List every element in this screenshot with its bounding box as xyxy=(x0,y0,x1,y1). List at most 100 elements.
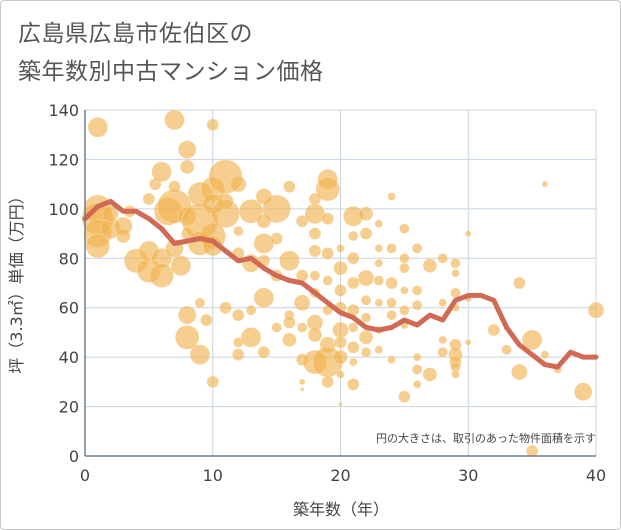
x-tick-label: 0 xyxy=(80,466,90,485)
x-tick-label: 10 xyxy=(203,466,223,485)
x-tick-label: 20 xyxy=(330,466,350,485)
bubble-point xyxy=(308,244,322,258)
bubble-point xyxy=(102,205,119,223)
bubble-point xyxy=(322,275,333,286)
bubble-point xyxy=(373,275,385,286)
bubble-point xyxy=(411,299,423,311)
bubble-point xyxy=(360,346,372,358)
bubble-point xyxy=(411,285,423,296)
bubble-point xyxy=(511,363,528,381)
bubble-point xyxy=(206,118,219,132)
bubble-point xyxy=(359,227,373,240)
bubble-point xyxy=(232,348,245,361)
bubble-point xyxy=(338,401,343,407)
bubble-point xyxy=(333,349,348,365)
bubble-point xyxy=(283,180,296,193)
bubble-point xyxy=(177,140,197,159)
bubble-size-note: 円の大きさは、取引のあった物件面積を示す xyxy=(376,431,596,445)
bubble-point xyxy=(465,339,472,346)
bubble-point xyxy=(194,297,206,309)
bubble-point xyxy=(501,344,512,355)
x-tick-label: 30 xyxy=(458,466,478,485)
bubble-point xyxy=(437,253,448,264)
bubble-point xyxy=(374,258,384,268)
bubble-point xyxy=(282,332,297,348)
bubble-point xyxy=(245,304,257,316)
bubble-point xyxy=(233,225,244,237)
bubble-point xyxy=(116,228,131,244)
x-tick-label: 40 xyxy=(586,466,606,485)
bubble-point xyxy=(399,304,410,316)
bubble-point xyxy=(438,298,447,308)
bubble-point xyxy=(347,341,360,354)
y-axis-title: 坪（3.3㎡）単価（万円） xyxy=(7,188,26,373)
bubble-point xyxy=(170,255,192,276)
bubble-point xyxy=(262,194,291,224)
bubble-point xyxy=(451,370,460,379)
bubble-point xyxy=(347,276,360,290)
bubble-point xyxy=(411,364,423,375)
bubble-point xyxy=(541,180,549,188)
bubble-point xyxy=(307,327,323,343)
bubble-point xyxy=(200,313,213,327)
bubble-point xyxy=(399,262,410,274)
bubble-point xyxy=(270,232,283,245)
bubble-point xyxy=(230,175,247,193)
bubble-point xyxy=(349,357,358,367)
bubble-point xyxy=(358,330,374,345)
bubble-point xyxy=(374,345,384,354)
bubble-point xyxy=(438,335,447,345)
bubble-point xyxy=(422,258,438,273)
bubble-point xyxy=(398,390,411,403)
trend-line-layer xyxy=(82,198,599,370)
bubble-point xyxy=(232,308,245,322)
bubble-point xyxy=(399,223,410,234)
y-tick-label: 60 xyxy=(59,299,79,318)
bubble-point xyxy=(85,233,111,259)
bubble-point xyxy=(298,378,306,386)
bubble-point xyxy=(309,270,321,281)
bubble-point xyxy=(487,323,501,337)
bubble-point xyxy=(179,159,195,175)
y-tick-label: 120 xyxy=(48,150,79,169)
bubble-point xyxy=(87,117,109,138)
bubble-point xyxy=(374,219,384,228)
bubble-point xyxy=(357,269,375,287)
bubble-point xyxy=(296,322,308,333)
y-tick-label: 0 xyxy=(69,447,79,466)
bubble-point xyxy=(336,370,345,379)
bubble-point xyxy=(240,327,262,348)
bubble-point xyxy=(293,294,311,312)
y-tick-labels: 0 20 40 60 80 100 120 140 xyxy=(48,101,79,466)
bubble-point xyxy=(386,297,397,309)
bubble-point xyxy=(513,276,526,290)
x-tick-labels: 0 10 20 30 40 xyxy=(80,466,606,485)
bubble-point xyxy=(321,212,334,225)
bubble-point xyxy=(400,286,409,295)
bubble-point xyxy=(257,345,271,359)
bubble-point xyxy=(374,244,384,253)
y-tick-label: 40 xyxy=(59,348,79,367)
bubble-point xyxy=(151,161,172,183)
chart-title-line2: 築年数別中古マンション価格 xyxy=(18,59,324,85)
bubble-point xyxy=(332,321,349,339)
x-axis-title: 築年数（年） xyxy=(293,500,389,519)
bubble-point xyxy=(347,252,360,265)
average-price-line xyxy=(82,198,599,370)
y-tick-label: 20 xyxy=(59,398,79,417)
bubble-point xyxy=(315,176,340,202)
bubble-point xyxy=(422,367,438,382)
bubble-point xyxy=(437,346,448,358)
bubble-point xyxy=(142,192,156,206)
bubble-point xyxy=(451,268,460,278)
bubble-point xyxy=(412,380,422,389)
bubble-point xyxy=(348,230,359,242)
bubble-point xyxy=(540,350,550,359)
bubble-point xyxy=(387,192,396,201)
bubble-point xyxy=(399,253,410,264)
bubble-point xyxy=(386,309,397,321)
bubble-point xyxy=(587,301,605,319)
bubble-point xyxy=(177,305,197,325)
